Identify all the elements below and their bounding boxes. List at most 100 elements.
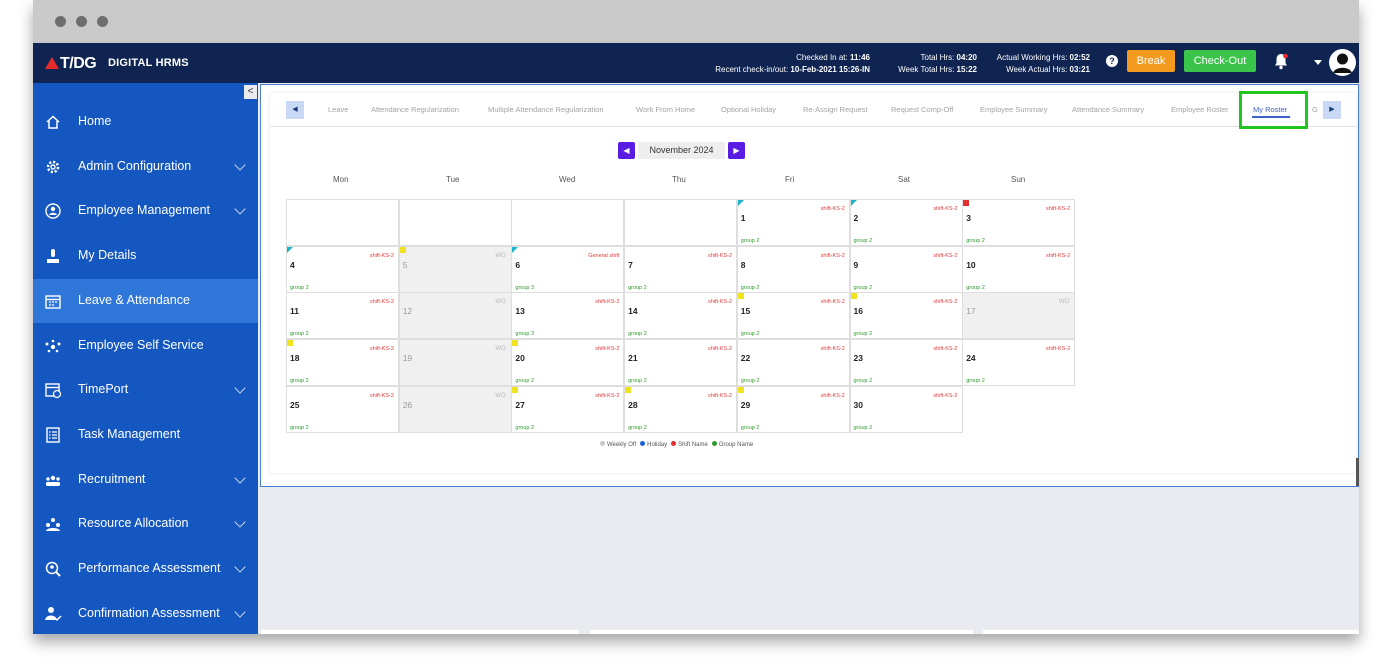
tab-re-assign-request[interactable]: Re-Assign Request: [803, 105, 868, 114]
calendar-day-cell[interactable]: 22 shift-KS-2 group 2: [736, 339, 850, 387]
calendar-day-cell[interactable]: 24 shift-KS-2 group 2: [962, 339, 1076, 387]
calendar-day-cell[interactable]: 17 WO: [962, 292, 1076, 340]
tab-employee-summary[interactable]: Employee Summary: [980, 105, 1048, 114]
day-number: 2: [853, 213, 859, 223]
calendar-day-cell[interactable]: 26 WO: [398, 385, 512, 433]
sidebar-item-my-details[interactable]: My Details: [33, 234, 258, 278]
calendar-day-cell[interactable]: 28 shift-KS-2 group 2: [624, 385, 738, 433]
notification-bell-icon[interactable]: [1273, 53, 1289, 75]
calendar-day-cell[interactable]: 1 shift-KS-2 group 2: [736, 199, 850, 246]
chevron-down-icon[interactable]: [234, 203, 246, 216]
tabs-prev-button[interactable]: ◀: [286, 101, 304, 119]
calendar-day-cell[interactable]: 10 shift-KS-2 group 2: [962, 245, 1076, 293]
day-number: 13: [515, 306, 525, 317]
group-name: group 3: [515, 284, 535, 291]
chevron-down-icon[interactable]: [234, 382, 246, 394]
tab-leave[interactable]: Leave: [328, 105, 349, 114]
tab-optional-holiday[interactable]: Optional Holiday: [721, 105, 777, 114]
tab-my-roster[interactable]: My Roster: [1253, 105, 1288, 114]
window-dot-close[interactable]: [55, 16, 66, 27]
sidebar-item-performance-assessment[interactable]: Performance Assessment: [33, 547, 258, 591]
group-name: group 2: [290, 284, 309, 291]
calendar-day-cell[interactable]: 21 shift-KS-2 group 2: [624, 339, 738, 387]
break-button[interactable]: Break: [1127, 50, 1175, 72]
chevron-down-icon[interactable]: [234, 561, 246, 573]
sidebar-item-recruitment[interactable]: Recruitment: [33, 458, 258, 502]
window-dot-maximize[interactable]: [97, 16, 108, 27]
sidebar-item-employee-management[interactable]: Employee Management: [33, 189, 258, 233]
sidebar-item-employee-self-service[interactable]: Employee Self Service: [33, 324, 258, 368]
check-out-button[interactable]: Check-Out: [1184, 50, 1256, 72]
tab-g[interactable]: G: [1312, 105, 1318, 114]
calendar-day-cell[interactable]: 3 shift-KS-2 group 2: [962, 199, 1076, 246]
weekday-sun: Sun: [1011, 175, 1026, 184]
calendar-day-cell[interactable]: 13 shift-KS-2 group 3: [511, 292, 625, 340]
app-logo[interactable]: T/DG: [45, 55, 97, 73]
sidebar-item-timeport[interactable]: TimePort: [33, 368, 258, 412]
help-icon[interactable]: ?: [1106, 55, 1118, 67]
shift-name: shift-KS-2: [1046, 346, 1071, 353]
sidebar-item-resource-allocation[interactable]: Resource Allocation: [33, 502, 258, 546]
shift-name: General shift: [588, 252, 620, 259]
sidebar-item-home[interactable]: Home: [33, 100, 258, 144]
sidebar-nav: < Home Admin Configuration Employee Manage…: [33, 83, 258, 634]
calendar-day-cell[interactable]: 15 shift-KS-2 group 2: [736, 292, 850, 340]
sidebar-item-leave-attendance[interactable]: Leave & Attendance: [33, 278, 258, 323]
profile-dropdown-icon[interactable]: [1314, 60, 1322, 65]
user-avatar[interactable]: [1329, 49, 1356, 76]
window-dot-minimize[interactable]: [76, 16, 87, 27]
calendar-day-cell[interactable]: 18 shift-KS-2 group 2: [286, 339, 399, 387]
calendar-day-cell[interactable]: 7 shift-KS-2 group 2: [624, 245, 738, 293]
day-number: 12: [402, 306, 413, 317]
tab-request-comp-off[interactable]: Request Comp-Off: [891, 105, 954, 114]
calendar-day-cell[interactable]: 16 shift-KS-2 group 2: [849, 292, 963, 340]
employee-icon: [45, 203, 61, 220]
tab-employee-roster[interactable]: Employee Roster: [1171, 105, 1229, 114]
tab-work-from-home[interactable]: Work From Home: [636, 105, 696, 114]
sidebar-item-admin-configuration[interactable]: Admin Configuration: [33, 145, 258, 189]
tab-multiple-attendance-regularization[interactable]: Multiple Attendance Regularization: [488, 105, 604, 114]
gear-icon: [46, 160, 60, 173]
actual-working-label: Actual Working Hrs:: [996, 53, 1068, 62]
calendar-day-cell[interactable]: 19 WO: [398, 339, 512, 387]
legend-swatch-icon: [671, 441, 677, 446]
calendar-day-cell[interactable]: 23 shift-KS-2 group 2: [849, 339, 963, 387]
day-number: 14: [628, 306, 638, 317]
calendar-day-cell[interactable]: 9 shift-KS-2 group 2: [849, 245, 963, 293]
chevron-down-icon[interactable]: [234, 159, 246, 171]
content-scrollbar[interactable]: [1356, 458, 1359, 486]
calendar-day-cell[interactable]: 29 shift-KS-2 group 2: [736, 385, 850, 433]
sidebar-item-task-management[interactable]: Task Management: [33, 413, 258, 457]
sidebar-collapse-button[interactable]: <: [244, 85, 257, 99]
calendar-day-cell[interactable]: 20 shift-KS-2 group 2: [511, 339, 625, 387]
calendar-day-cell[interactable]: 12 WO: [398, 292, 512, 340]
group-name: group 2: [740, 238, 760, 244]
calendar-day-cell[interactable]: 2 shift-KS-2 group 2: [849, 199, 963, 246]
calendar-day-cell[interactable]: 11 shift-KS-2 group 2: [286, 292, 399, 340]
calendar-day-cell[interactable]: 4 shift-KS-2 group 2: [286, 245, 399, 293]
calendar-day-cell[interactable]: 5 WO: [398, 245, 512, 293]
week-total-label: Week Total Hrs:: [898, 65, 955, 74]
calendar-day-cell[interactable]: 6 General shift group 3: [511, 245, 625, 293]
prev-month-button[interactable]: ◀: [618, 142, 635, 159]
calendar-day-cell[interactable]: 14 shift-KS-2 group 2: [624, 292, 738, 340]
day-number: 25: [290, 399, 300, 410]
tabs-next-button[interactable]: ▶: [1323, 101, 1341, 119]
calendar-day-cell[interactable]: 25 shift-KS-2 group 2: [286, 385, 399, 433]
calendar-day-cell[interactable]: 27 shift-KS-2 group 2: [511, 385, 625, 433]
sidebar-item-confirmation-assessment[interactable]: Confirmation Assessment: [33, 592, 258, 634]
group-name: group 2: [853, 424, 873, 431]
tab-attendance-summary[interactable]: Attendance Summary: [1072, 105, 1145, 114]
logo-text: T/DG: [60, 55, 97, 72]
my-roster-highlight-box: [1239, 91, 1308, 129]
chevron-down-icon[interactable]: [234, 471, 246, 484]
next-month-button[interactable]: ▶: [728, 142, 745, 159]
top-header: T/DG DIGITAL HRMS Checked In at: 11:46 R…: [33, 43, 1359, 83]
chevron-down-icon[interactable]: [234, 516, 246, 528]
calendar-day-cell[interactable]: 30 shift-KS-2 group 2: [849, 385, 963, 433]
group-name: group 2: [628, 378, 647, 385]
weekly-off-label: WO: [495, 392, 506, 399]
tab-attendance-regularization[interactable]: Attendance Regularization: [371, 105, 459, 114]
chevron-down-icon[interactable]: [234, 606, 246, 618]
calendar-day-cell[interactable]: 8 shift-KS-2 group 2: [736, 245, 850, 293]
